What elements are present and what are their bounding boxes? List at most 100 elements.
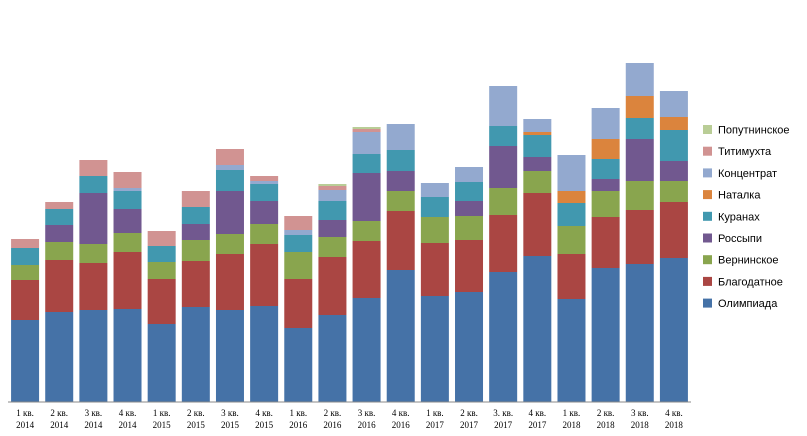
bar-segment	[318, 201, 347, 220]
x-tick-labels: 1 кв. 2014 2 кв. 2014 3 кв. 2014 4 кв. 2014 1 кв…	[16, 408, 683, 430]
bar-segment	[318, 315, 347, 402]
x-tick-label: 4 кв. 2016	[392, 408, 411, 430]
bar-segment	[523, 256, 552, 402]
bar-segment	[557, 191, 586, 203]
bar-segment	[284, 230, 313, 235]
bar-segment	[113, 309, 142, 402]
bar-segment	[489, 188, 518, 215]
bar-segment	[625, 210, 654, 264]
bar-segment	[352, 298, 381, 402]
legend-label: Вернинское	[718, 255, 779, 267]
bars-layer	[11, 63, 688, 402]
bar-segment	[625, 264, 654, 402]
bar-segment	[659, 130, 688, 161]
x-tick-label: 3. кв. 2017	[493, 408, 513, 430]
bar-segment	[420, 217, 449, 243]
bar-segment	[113, 191, 142, 209]
bar-segment	[591, 108, 620, 139]
bar-segment	[181, 240, 210, 261]
bar-segment	[352, 127, 381, 129]
legend: Попутнинское Титимухта Концентрат Наталка Ку…	[703, 125, 789, 310]
bar-segment	[659, 181, 688, 202]
bar-segment	[455, 216, 484, 240]
bar-segment	[45, 225, 74, 242]
bar-segment	[147, 279, 176, 324]
bar-segment	[147, 324, 176, 402]
bar-segment	[181, 191, 210, 207]
bar-segment	[352, 173, 381, 221]
bar-segment	[386, 124, 415, 150]
bar-segment	[11, 280, 40, 320]
legend-swatch	[703, 233, 712, 243]
x-tick-label: 1 кв. 2018	[562, 408, 581, 430]
x-tick-label: 4 кв. 2014	[119, 408, 138, 430]
bar-segment	[147, 231, 176, 246]
bar-segment	[147, 262, 176, 279]
bar-segment	[420, 197, 449, 217]
legend-swatch	[703, 255, 712, 265]
bar-segment	[79, 244, 108, 263]
bar-segment	[11, 239, 40, 248]
bar-segment	[250, 224, 279, 244]
x-tick-label: 3 кв. 2016	[358, 408, 377, 430]
bar-segment	[352, 129, 381, 132]
bar-segment	[147, 246, 176, 262]
legend-label: Олимпиада	[718, 298, 778, 310]
bar-segment	[557, 299, 586, 402]
bar-segment	[113, 252, 142, 309]
x-tick-label: 1 кв. 2015	[153, 408, 172, 430]
bar-segment	[523, 157, 552, 171]
bar-segment	[386, 191, 415, 211]
bar-segment	[557, 203, 586, 226]
x-tick-label: 3 кв. 2015	[221, 408, 240, 430]
bar-segment	[284, 235, 313, 252]
bar-segment	[489, 272, 518, 402]
legend-label: Россыпи	[718, 233, 762, 245]
legend-swatch	[703, 211, 712, 221]
legend-swatch	[703, 298, 712, 308]
x-tick-label: 3 кв. 2018	[631, 408, 650, 430]
bar-segment	[250, 201, 279, 224]
bar-segment	[250, 176, 279, 181]
bar-segment	[557, 155, 586, 191]
bar-segment	[11, 320, 40, 402]
bar-segment	[318, 220, 347, 237]
bar-segment	[215, 165, 244, 170]
bar-segment	[591, 159, 620, 179]
x-tick-label: 3 кв. 2014	[84, 408, 103, 430]
bar-segment	[318, 186, 347, 190]
bar-segment	[11, 248, 40, 265]
bar-segment	[523, 171, 552, 193]
x-tick-label: 1 кв. 2016	[289, 408, 308, 430]
legend-swatch	[703, 190, 712, 200]
bar-segment	[489, 86, 518, 126]
bar-segment	[659, 161, 688, 181]
bar-segment	[352, 241, 381, 298]
x-tick-label: 4 кв. 2015	[255, 408, 274, 430]
bar-segment	[284, 328, 313, 402]
bar-segment	[250, 181, 279, 184]
bar-segment	[79, 160, 108, 176]
bar-segment	[557, 254, 586, 299]
bar-segment	[45, 312, 74, 402]
bar-segment	[420, 296, 449, 402]
bar-segment	[420, 183, 449, 197]
x-tick-label: 1 кв. 2017	[426, 408, 445, 430]
bar-segment	[625, 139, 654, 181]
legend-label: Куранах	[718, 211, 760, 223]
bar-segment	[79, 176, 108, 193]
bar-segment	[625, 96, 654, 118]
bar-segment	[386, 270, 415, 402]
bar-segment	[284, 252, 313, 279]
bar-segment	[455, 201, 484, 216]
x-tick-label: 2 кв. 2015	[187, 408, 206, 430]
bar-segment	[284, 216, 313, 230]
bar-segment	[79, 193, 108, 244]
bar-segment	[215, 149, 244, 165]
x-tick-label: 2 кв. 2016	[323, 408, 342, 430]
bar-segment	[215, 254, 244, 310]
bar-segment	[659, 91, 688, 117]
bar-segment	[318, 184, 347, 186]
bar-segment	[523, 119, 552, 132]
